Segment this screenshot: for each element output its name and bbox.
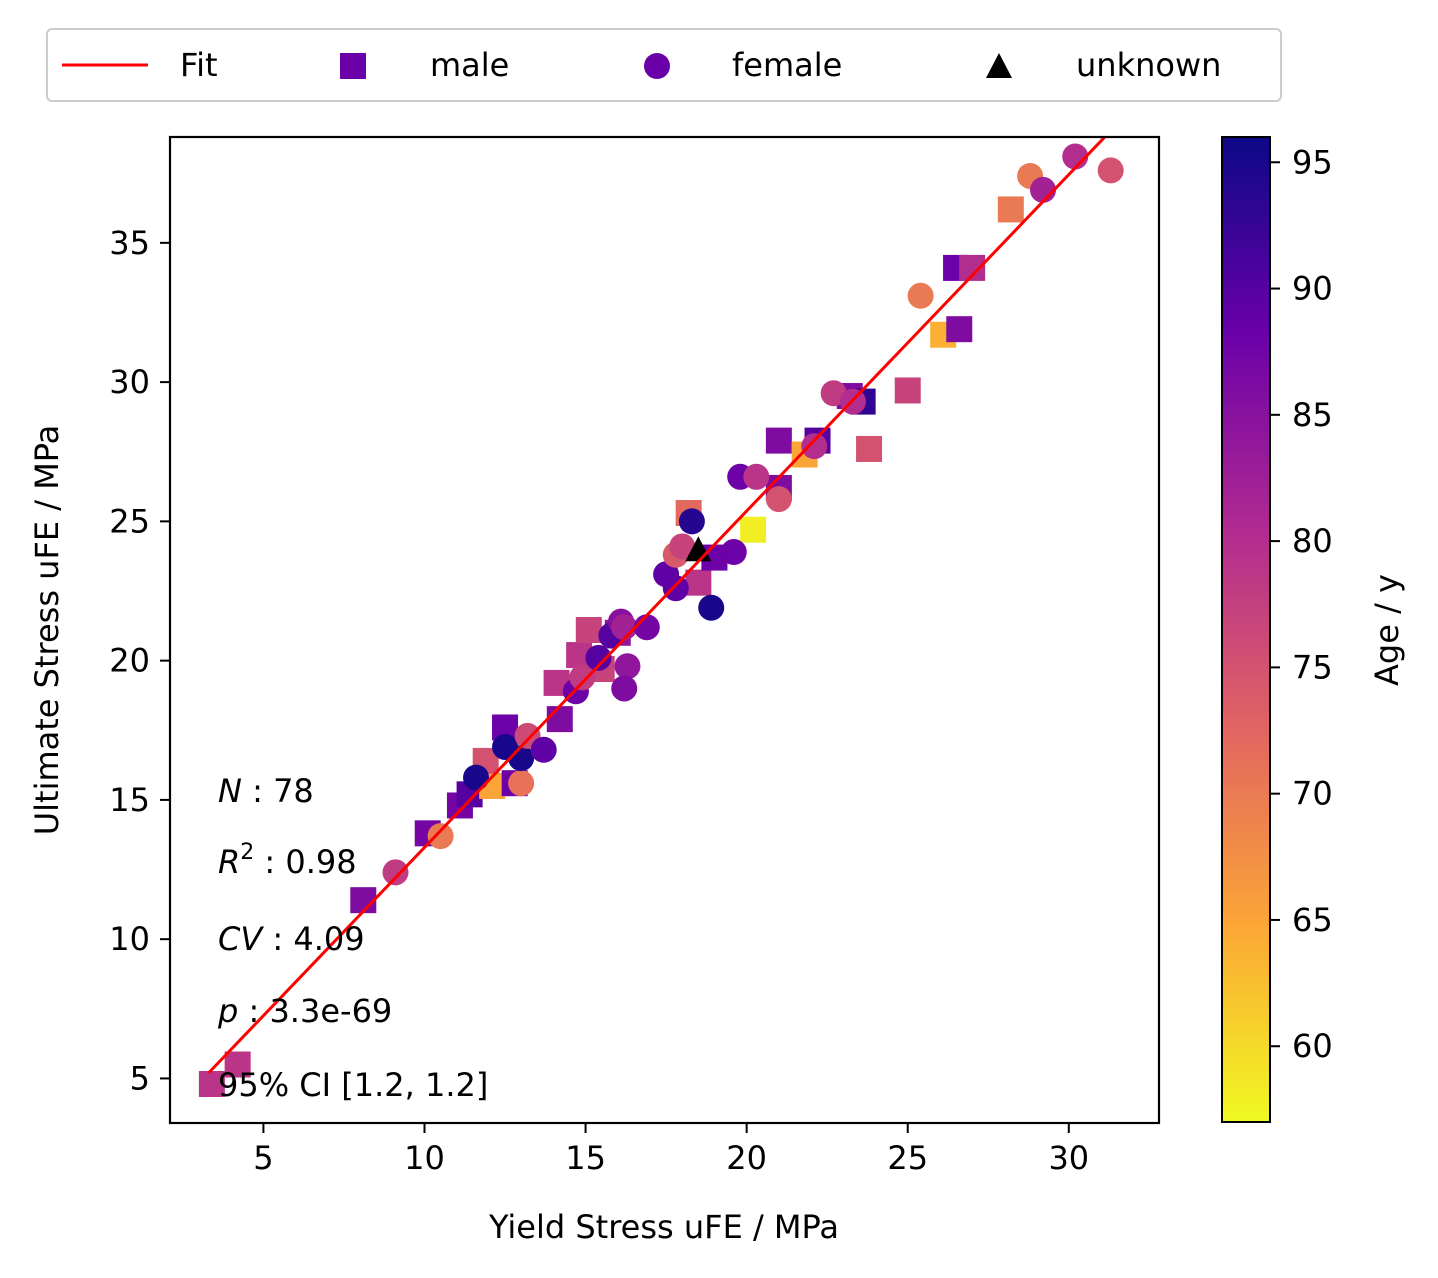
male-point <box>575 617 602 643</box>
y-tick-label: 20 <box>109 642 150 680</box>
male-point <box>685 569 712 596</box>
male-point <box>740 516 767 543</box>
colorbar-tick-label: 90 <box>1292 270 1333 308</box>
y-tick-label: 30 <box>109 363 150 401</box>
female-point <box>678 508 705 535</box>
female-point <box>801 433 828 460</box>
colorbar-tick-label: 80 <box>1292 522 1333 560</box>
legend-female-marker <box>644 53 670 79</box>
y-axis-label: Ultimate Stress uFE / MPa <box>28 425 66 836</box>
x-tick-label: 20 <box>726 1139 767 1177</box>
male-point <box>997 196 1024 223</box>
fit-line <box>207 137 1107 1074</box>
female-point <box>743 463 770 490</box>
annotation-p: p : 3.3e-69 <box>217 992 392 1030</box>
annotation-n: N : 78 <box>218 772 314 810</box>
colorbar-gradient <box>1221 136 1271 1123</box>
female-point <box>614 653 641 680</box>
colorbar-tick-label: 75 <box>1292 648 1333 686</box>
stats-annotations: N : 78 R2 : 0.98 CV : 4.09 p : 3.3e-69 9… <box>217 772 488 1104</box>
female-point <box>669 533 696 560</box>
legend: Fit male female unknown <box>46 28 1282 102</box>
male-point <box>856 435 883 462</box>
y-tick-label: 10 <box>109 920 150 958</box>
female-point <box>508 770 535 797</box>
colorbar-label: Age / y <box>1368 574 1406 686</box>
x-tick-label: 10 <box>404 1139 445 1177</box>
annotation-ci: 95% CI [1.2, 1.2] <box>218 1066 488 1104</box>
female-point <box>698 594 725 621</box>
y-tick-label: 25 <box>109 502 150 540</box>
female-point <box>611 675 638 702</box>
annotation-cv: CV : 4.09 <box>218 920 365 958</box>
female-point <box>907 282 934 309</box>
plot-area <box>170 137 1159 1123</box>
colorbar: 60 65 70 75 80 85 90 95 Age / y <box>1221 136 1406 1123</box>
x-axis-label: Yield Stress uFE / MPa <box>488 1208 839 1246</box>
x-tick-label: 30 <box>1048 1139 1089 1177</box>
markers <box>198 143 1124 1098</box>
female-point <box>1097 157 1124 184</box>
legend-female-label: female <box>732 46 842 84</box>
female-point <box>427 823 454 850</box>
male-point <box>198 1071 225 1098</box>
colorbar-tick-label: 70 <box>1292 775 1333 813</box>
female-point <box>382 859 409 886</box>
male-point <box>546 706 573 733</box>
male-point <box>765 427 792 454</box>
x-tick-label: 15 <box>565 1139 606 1177</box>
female-point <box>585 644 612 671</box>
legend-male-label: male <box>430 46 509 84</box>
annotation-r2: R2 : 0.98 <box>218 840 357 881</box>
female-point <box>633 614 660 641</box>
legend-fit-label: Fit <box>180 46 218 84</box>
colorbar-tick-label: 65 <box>1292 901 1333 939</box>
colorbar-ticks: 60 65 70 75 80 85 90 95 <box>1270 143 1333 1065</box>
y-tick-label: 15 <box>109 781 150 819</box>
female-point <box>530 736 557 763</box>
female-point <box>765 486 792 513</box>
plot-marks <box>198 137 1124 1098</box>
female-point <box>720 539 747 566</box>
colorbar-tick-label: 95 <box>1292 143 1333 181</box>
y-tick-label: 5 <box>130 1059 150 1097</box>
y-tick-label: 35 <box>109 224 150 262</box>
colorbar-tick-label: 85 <box>1292 396 1333 434</box>
male-point <box>946 316 973 343</box>
female-point <box>569 664 596 691</box>
x-tick-label: 25 <box>887 1139 928 1177</box>
axis-ticks: 5 10 15 20 25 30 5 10 15 20 25 30 35 <box>109 224 1089 1177</box>
female-point <box>662 575 689 602</box>
colorbar-tick-label: 60 <box>1292 1027 1333 1065</box>
legend-unknown-marker <box>986 53 1012 78</box>
male-point <box>894 377 921 404</box>
plot-frame <box>168 135 1161 1125</box>
legend-unknown-label: unknown <box>1076 46 1221 84</box>
female-point <box>463 764 490 791</box>
x-tick-label: 5 <box>253 1139 273 1177</box>
male-point <box>224 1051 251 1078</box>
legend-male-marker <box>340 53 366 79</box>
